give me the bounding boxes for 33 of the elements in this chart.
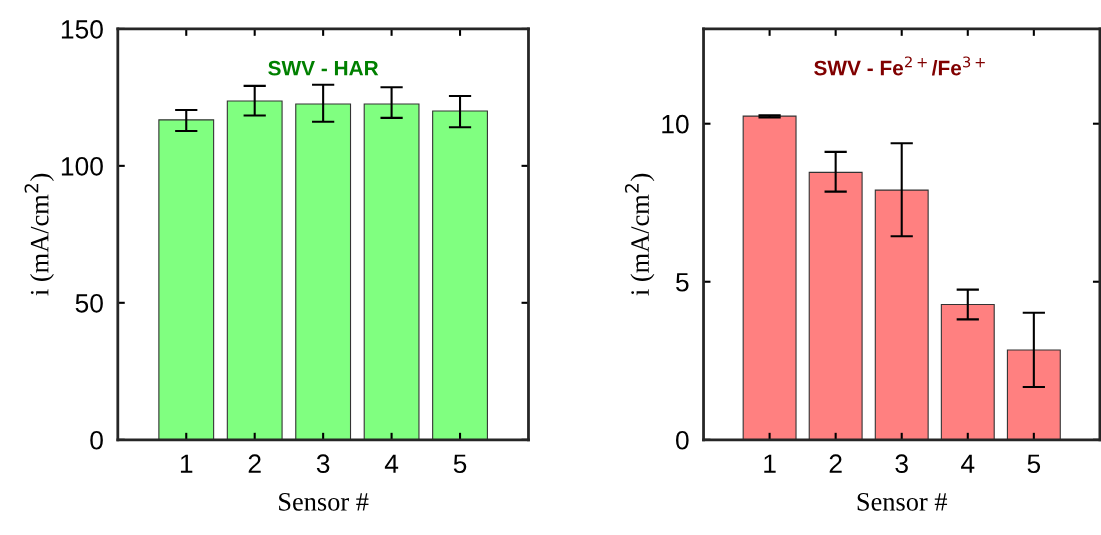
bar (874, 189, 929, 440)
x-tick-label: 4 (384, 454, 399, 473)
bar (158, 119, 215, 440)
bar (1006, 349, 1061, 440)
bar (363, 103, 420, 440)
bar (226, 100, 283, 440)
x-tick-label: 1 (180, 454, 193, 473)
bar (432, 110, 488, 440)
y-tick-label: 10 (662, 114, 689, 134)
x-tick-label: 3 (895, 454, 908, 474)
bar (808, 171, 863, 440)
y-axis-title: i (mA/cm$^{2}$) (624, 173, 655, 296)
text: SWV - HAR (268, 60, 379, 76)
x-tick-label: 2 (248, 454, 261, 473)
x-tick-label: 2 (829, 454, 842, 473)
x-tick-label: 4 (961, 454, 975, 473)
bar (742, 115, 797, 440)
x-tick-label: 5 (1027, 454, 1041, 474)
bar (940, 303, 995, 440)
x-axis-title: Sensor # (857, 492, 948, 511)
x-tick-label: 5 (453, 454, 467, 474)
y-tick-label: 100 (61, 156, 103, 176)
y-tick-label: 5 (676, 273, 689, 292)
x-axis-title: Sensor # (279, 492, 369, 511)
y-axis-title: i (mA/cm$^{2}$) (24, 173, 54, 296)
x-tick-label: 1 (764, 454, 776, 473)
y-tick-label: 0 (676, 430, 689, 450)
y-tick-label: 50 (75, 293, 103, 313)
y-tick-label: 150 (61, 20, 103, 39)
bar (295, 103, 352, 440)
text: SWV - Fe$^{2+}$/Fe$^{3+}$ (814, 56, 985, 76)
x-tick-label: 3 (316, 454, 330, 474)
y-tick-label: 0 (90, 430, 103, 450)
